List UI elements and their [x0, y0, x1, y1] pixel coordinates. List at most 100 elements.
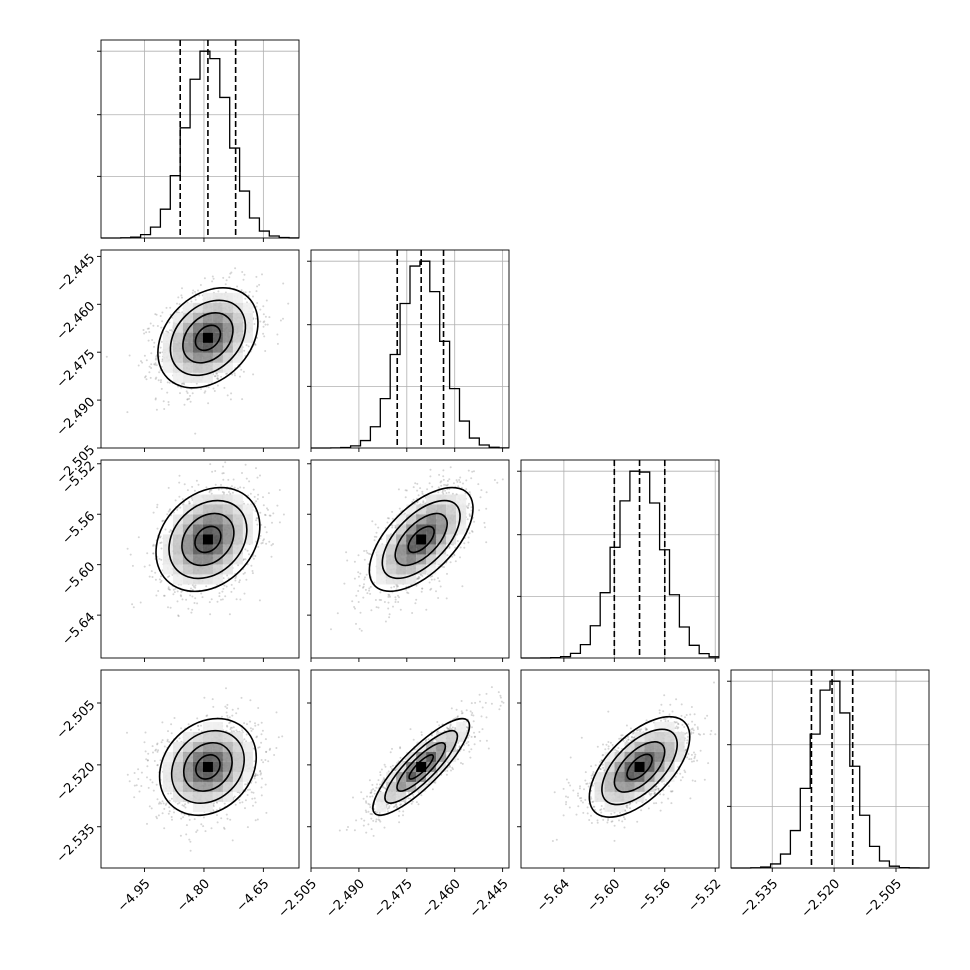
- scatter-point: [222, 472, 225, 475]
- scatter-point: [391, 524, 394, 527]
- density-cell: [406, 504, 417, 515]
- scatter-point: [388, 616, 391, 619]
- scatter-point: [193, 489, 196, 492]
- density-cell: [202, 554, 213, 565]
- scatter-point: [172, 511, 175, 514]
- scatter-point: [260, 733, 263, 736]
- density-cell: [212, 312, 223, 323]
- y-tick-label: −5.60: [60, 559, 99, 598]
- scatter-point: [266, 507, 268, 510]
- scatter-point: [448, 546, 451, 549]
- scatter-point: [250, 564, 253, 567]
- scatter-point: [229, 272, 232, 275]
- scatter-point: [151, 576, 154, 578]
- scatter-point: [378, 598, 381, 601]
- scatter-point: [438, 473, 441, 476]
- scatter-point: [398, 596, 400, 599]
- panel-content: [126, 687, 284, 852]
- scatter-point: [249, 492, 252, 495]
- scatter-point: [216, 377, 219, 380]
- scatter-point: [279, 319, 282, 322]
- scatter-point: [178, 481, 181, 484]
- scatter-point: [354, 607, 356, 610]
- scatter-point: [242, 370, 245, 373]
- scatter-point: [224, 705, 227, 708]
- scatter-point: [272, 543, 274, 545]
- scatter-point: [177, 615, 180, 618]
- scatter-point: [178, 737, 181, 740]
- scatter-point: [172, 593, 175, 596]
- scatter-point: [200, 388, 202, 390]
- scatter-point: [168, 741, 171, 743]
- density-cell: [212, 544, 223, 555]
- scatter-point: [166, 391, 169, 394]
- scatter-point: [387, 593, 390, 596]
- scatter-point: [210, 827, 213, 830]
- scatter-point: [259, 511, 262, 514]
- density-cell: [222, 554, 233, 565]
- scatter-point: [255, 517, 258, 520]
- scatter-point: [391, 510, 394, 513]
- scatter-point: [454, 560, 457, 563]
- scatter-point: [129, 553, 132, 556]
- scatter-point: [185, 833, 188, 836]
- scatter-point: [196, 829, 199, 832]
- scatter-point: [257, 545, 260, 548]
- scatter-point: [234, 267, 237, 270]
- scatter-point: [183, 383, 186, 386]
- scatter-point: [358, 584, 361, 587]
- scatter-point: [178, 303, 181, 306]
- density-cell: [396, 574, 407, 585]
- scatter-point: [154, 363, 157, 366]
- density-cell: [242, 332, 253, 343]
- scatter-point: [157, 814, 160, 817]
- contour-level-3: [157, 287, 259, 389]
- scatter-point: [439, 585, 442, 588]
- density-cell: [222, 342, 233, 353]
- scatter-point: [231, 726, 234, 729]
- scatter-point: [163, 594, 166, 597]
- scatter-point: [242, 486, 245, 489]
- density-cell: [232, 494, 243, 505]
- scatter-point: [429, 468, 432, 471]
- scatter-point: [443, 483, 446, 486]
- scatter-point: [167, 606, 169, 609]
- density-cell: [456, 504, 467, 515]
- density-cell: [182, 302, 193, 313]
- density-cell: [212, 574, 223, 585]
- scatter-point: [160, 541, 163, 544]
- scatter-point: [239, 486, 242, 489]
- density-cell: [172, 312, 183, 323]
- density-cell: [202, 292, 213, 303]
- scatter-point: [377, 606, 380, 609]
- scatter-point: [259, 534, 262, 537]
- scatter-point: [177, 614, 180, 617]
- scatter-point: [485, 491, 488, 494]
- scatter-point: [222, 478, 225, 481]
- scatter-point: [414, 482, 417, 485]
- scatter-point: [228, 276, 231, 279]
- density-cell: [182, 514, 193, 525]
- scatter-point: [254, 555, 257, 557]
- density-cell: [396, 514, 407, 525]
- scatter-point: [184, 806, 187, 809]
- scatter-point: [155, 783, 158, 786]
- density-peak: [202, 534, 213, 545]
- scatter-point: [442, 478, 445, 481]
- scatter-point: [263, 335, 266, 338]
- scatter-point: [362, 596, 365, 599]
- scatter-point: [263, 538, 265, 541]
- scatter-point: [212, 705, 215, 708]
- density-cell: [182, 342, 193, 353]
- panel-background: [521, 460, 719, 658]
- scatter-point: [156, 527, 159, 530]
- axes-frame: [310, 249, 510, 449]
- scatter-point: [253, 323, 256, 325]
- scatter-point: [265, 531, 268, 534]
- scatter-point: [240, 289, 243, 292]
- scatter-point: [428, 482, 431, 485]
- scatter-point: [254, 801, 257, 804]
- scatter-point: [222, 276, 225, 279]
- scatter-point: [272, 512, 275, 515]
- scatter-point: [258, 283, 261, 286]
